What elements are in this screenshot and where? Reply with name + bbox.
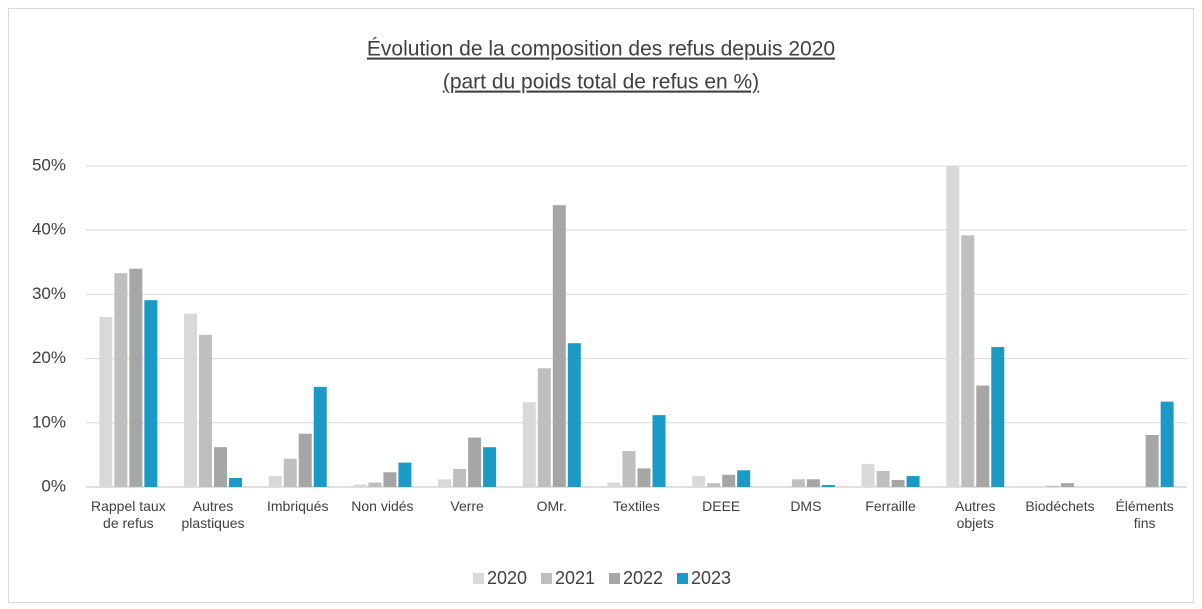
bar (1145, 434, 1159, 487)
x-tick-label: DEEE (702, 498, 741, 514)
legend-label: 2022 (623, 568, 663, 588)
bar (791, 479, 805, 487)
bar (522, 402, 536, 487)
bar (552, 205, 566, 488)
bar (468, 437, 482, 487)
legend-swatch (473, 573, 484, 584)
x-tick-label: Autres plastiques (181, 498, 245, 531)
bar (99, 316, 113, 487)
chart-subtitle: (part du poids total de refus en %) (443, 71, 759, 94)
bar (368, 482, 382, 487)
bar (652, 415, 666, 487)
legend-swatch (677, 573, 688, 584)
bar (383, 472, 397, 487)
bar (876, 470, 890, 487)
bar (214, 447, 228, 487)
bar (268, 476, 282, 487)
bar (692, 476, 706, 487)
bar (114, 273, 128, 487)
chart-title: Évolution de la composition des refus de… (367, 38, 835, 61)
y-tick-label: 50% (32, 155, 66, 174)
y-tick-label: 0% (41, 476, 66, 495)
bar (861, 463, 875, 487)
bar (298, 433, 312, 487)
bar (229, 478, 243, 487)
bar (1160, 401, 1174, 487)
bar (184, 313, 198, 487)
legend-swatch (609, 573, 620, 584)
bar (946, 166, 960, 487)
bar (737, 470, 751, 487)
bar (806, 479, 820, 487)
bar (438, 479, 452, 487)
bar (144, 300, 158, 487)
x-tick-label: Ferraille (865, 498, 916, 514)
bar (199, 334, 213, 487)
x-tick-label: Éléments fins (1115, 498, 1174, 531)
bar (961, 235, 975, 487)
bar (1045, 485, 1059, 487)
bar (622, 451, 636, 487)
x-tick-label: Non vidés (351, 498, 414, 514)
y-tick-label: 20% (32, 348, 66, 367)
bar (567, 343, 581, 487)
bar (722, 474, 736, 487)
chart-border (8, 8, 1194, 603)
legend-label: 2021 (555, 568, 595, 588)
bar (483, 447, 497, 487)
bar (991, 347, 1005, 487)
bar (906, 476, 920, 487)
bar (129, 268, 143, 487)
x-tick-label: Textiles (613, 498, 660, 514)
y-tick-label: 10% (32, 412, 66, 431)
bar (453, 469, 467, 487)
bar (537, 368, 551, 487)
x-tick-label: DMS (790, 498, 822, 514)
legend-swatch (541, 573, 552, 584)
bar (283, 458, 297, 487)
bar (637, 468, 651, 487)
x-tick-label: Verre (450, 498, 484, 514)
bar (821, 485, 835, 487)
bar (313, 386, 327, 487)
y-tick-label: 40% (32, 220, 66, 239)
x-tick-label: Rappel taux de refus (90, 498, 166, 531)
bar (1060, 483, 1074, 487)
bar (891, 479, 905, 487)
x-tick-label: Autres objets (955, 498, 996, 531)
bar (707, 483, 721, 487)
legend-label: 2023 (691, 568, 731, 588)
bar (353, 484, 367, 487)
legend-label: 2020 (487, 568, 527, 588)
bar (398, 462, 412, 487)
bar (976, 385, 990, 487)
y-tick-label: 30% (32, 284, 66, 303)
x-tick-label: Imbriqués (266, 498, 329, 514)
x-tick-label: Biodéchets (1025, 498, 1095, 514)
bar (607, 482, 621, 487)
x-tick-label: OMr. (536, 498, 567, 514)
